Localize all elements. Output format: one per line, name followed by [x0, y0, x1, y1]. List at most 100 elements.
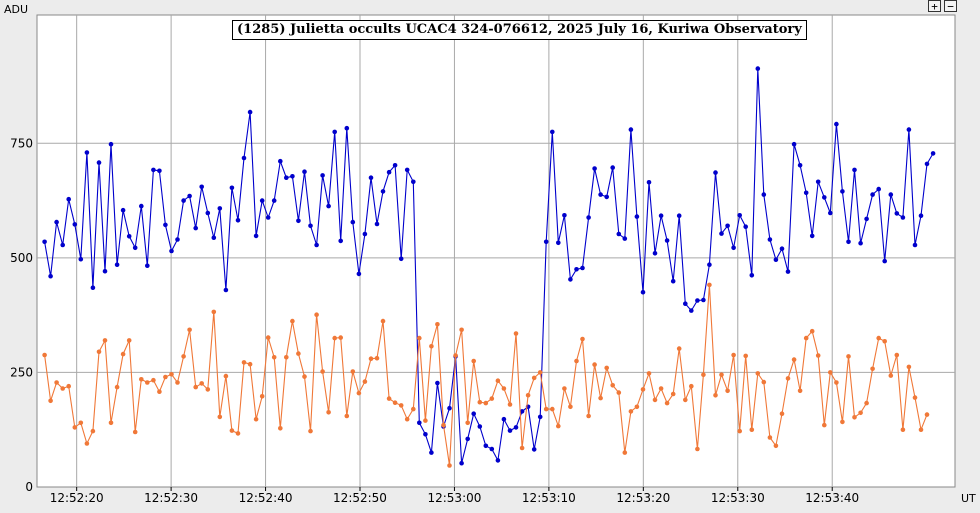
data-point [556, 423, 561, 429]
data-point [151, 167, 156, 173]
data-point [574, 358, 579, 364]
data-point [864, 400, 869, 406]
data-point [743, 224, 748, 229]
data-point [701, 372, 706, 378]
data-point [882, 258, 887, 264]
data-point [755, 371, 761, 376]
data-point [906, 127, 912, 132]
zoom-out-button[interactable]: − [944, 0, 957, 12]
data-point [525, 393, 531, 398]
data-point [719, 372, 724, 378]
data-point [114, 262, 120, 268]
data-point [543, 239, 549, 245]
data-point [610, 165, 615, 170]
data-point [676, 346, 682, 351]
data-point [417, 420, 422, 426]
data-point [217, 206, 223, 211]
data-point [199, 381, 204, 386]
data-point [102, 268, 108, 274]
data-point [253, 416, 259, 422]
data-point [707, 262, 712, 268]
data-point [918, 213, 924, 218]
data-point [664, 400, 670, 406]
data-point [84, 150, 90, 155]
data-point [562, 386, 567, 391]
data-point [284, 355, 289, 360]
y-axis-label: ADU [4, 3, 28, 16]
data-point [598, 395, 603, 401]
data-point [870, 366, 875, 372]
data-point [175, 237, 180, 242]
data-point [670, 391, 676, 397]
data-point [423, 432, 428, 437]
data-point [713, 393, 718, 398]
data-point [840, 189, 845, 194]
data-point [447, 405, 452, 411]
data-point [815, 179, 821, 185]
x-axis-label: UT [961, 492, 976, 505]
data-point [695, 298, 700, 303]
data-point [912, 242, 918, 248]
series-line [44, 68, 934, 464]
data-point [120, 351, 126, 357]
data-point [72, 222, 78, 227]
data-point [906, 364, 912, 370]
data-point [628, 409, 634, 414]
data-point [320, 173, 325, 178]
y-tick-label: 500 [10, 251, 33, 265]
zoom-in-button[interactable]: + [928, 0, 941, 12]
data-point [791, 141, 797, 147]
data-point [193, 225, 198, 231]
data-point [537, 414, 543, 420]
data-point [888, 192, 894, 197]
data-point [302, 169, 307, 174]
data-point [531, 375, 537, 381]
data-point [429, 344, 434, 349]
data-point [501, 386, 507, 391]
data-point [640, 289, 646, 295]
data-point [374, 221, 380, 227]
data-point [193, 384, 198, 390]
data-point [828, 370, 833, 375]
data-point [610, 383, 615, 388]
data-point [707, 282, 712, 288]
data-point [235, 218, 241, 223]
data-point [132, 245, 138, 251]
data-point [380, 318, 386, 324]
data-point [616, 231, 622, 237]
data-point [773, 443, 779, 449]
data-point [187, 327, 192, 333]
data-point [737, 213, 742, 218]
axes: 0 250 500 750 12:52:20 12:52:30 12:52:40 12:52:… [10, 136, 859, 505]
data-point [652, 397, 658, 403]
data-point [477, 399, 483, 405]
data-point [489, 396, 495, 401]
data-point [78, 420, 84, 426]
data-point [386, 396, 392, 401]
data-point [223, 373, 229, 379]
data-point [314, 242, 319, 248]
data-point [900, 215, 906, 220]
data-point [689, 308, 694, 313]
data-point [108, 420, 114, 426]
data-point [767, 435, 773, 440]
data-point [852, 167, 857, 173]
data-point [356, 271, 362, 277]
data-point [344, 125, 350, 131]
x-tick-label: 12:53:40 [805, 491, 859, 505]
data-point [132, 429, 138, 435]
data-point [507, 428, 513, 433]
data-point [278, 158, 283, 164]
data-point [350, 219, 356, 225]
data-point [465, 420, 471, 426]
data-point [574, 267, 579, 272]
data-point [157, 168, 162, 174]
data-point [894, 352, 900, 358]
data-point [846, 354, 851, 359]
data-point [96, 349, 102, 355]
data-point [229, 428, 235, 433]
data-point [495, 378, 501, 384]
data-point [815, 353, 821, 358]
data-point [900, 427, 906, 433]
